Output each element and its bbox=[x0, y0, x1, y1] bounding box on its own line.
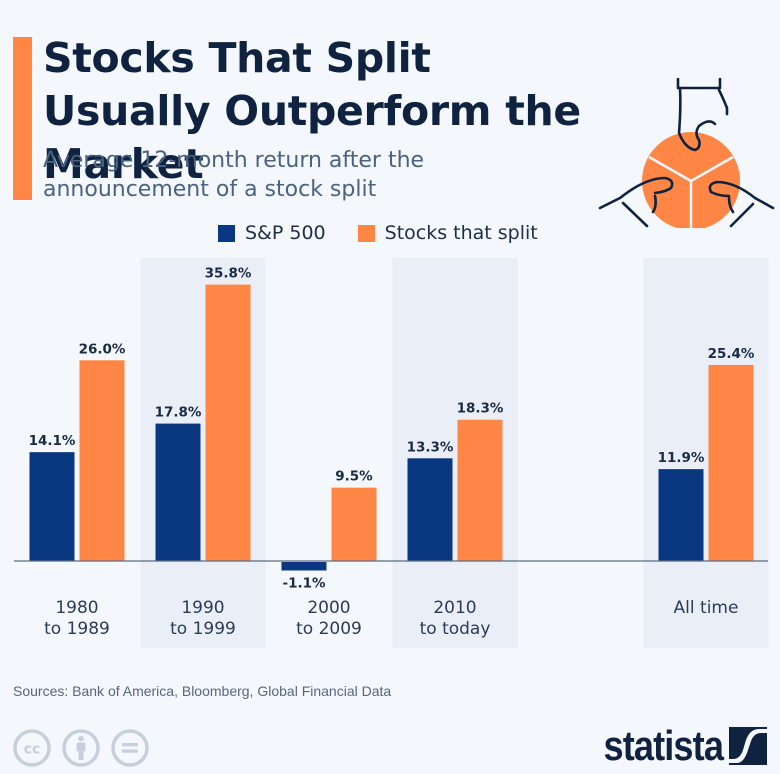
category-label-line: All time bbox=[674, 598, 739, 618]
category-label-line: 2010 bbox=[433, 598, 476, 618]
category-label-line: 1980 bbox=[55, 598, 98, 618]
bar-stocks-that-split-1 bbox=[205, 284, 251, 561]
value-label-stocks-that-split-1: 35.8% bbox=[205, 266, 252, 282]
svg-text:cc: cc bbox=[24, 742, 41, 758]
category-label-line: to 1999 bbox=[170, 619, 236, 639]
bar-stocks-that-split-2 bbox=[331, 487, 377, 561]
category-label-line: 1990 bbox=[181, 598, 224, 618]
hands-pie-chart-icon bbox=[598, 78, 775, 228]
statista-logo-icon bbox=[729, 727, 767, 765]
title-accent-bar bbox=[13, 37, 32, 200]
value-label-sp500-0: 14.1% bbox=[29, 433, 76, 449]
category-label-3: 2010 to today bbox=[420, 598, 491, 639]
statista-wordmark: statista bbox=[603, 722, 723, 769]
value-label-stocks-that-split-4: 25.4% bbox=[708, 346, 755, 362]
legend-label-stocks-that-split: Stocks that split bbox=[384, 222, 538, 244]
chart-subtitle: Average 12-month return after the announ… bbox=[43, 148, 425, 202]
legend-swatch-stocks-that-split bbox=[357, 224, 375, 242]
bar-chart: 14.1% 26.0% 17.8% 35.8% -1.1% 9.5% 13.3% 18.3% 1… bbox=[14, 258, 769, 648]
category-bands bbox=[140, 258, 769, 648]
category-label-line: to 1989 bbox=[44, 619, 110, 639]
value-label-sp500-4: 11.9% bbox=[658, 450, 705, 466]
category-label-2: 2000 to 2009 bbox=[296, 598, 362, 639]
legend-label-sp500: S&P 500 bbox=[245, 222, 326, 244]
no-derivatives-icon[interactable] bbox=[110, 728, 150, 768]
legend: S&P 500 Stocks that split bbox=[218, 222, 570, 244]
bar-stocks-that-split-0 bbox=[79, 360, 125, 561]
category-label-line: to 2009 bbox=[296, 619, 362, 639]
bar-sp500-3 bbox=[407, 458, 453, 561]
category-label-1: 1990 to 1999 bbox=[170, 598, 236, 639]
legend-item-stocks-that-split: Stocks that split bbox=[357, 222, 538, 244]
bar-sp500-1 bbox=[155, 423, 201, 561]
bar-sp500-0 bbox=[29, 452, 75, 561]
category-label-4: All time bbox=[674, 598, 739, 618]
cc-icon[interactable]: cc bbox=[12, 728, 52, 768]
statista-brand[interactable]: statista bbox=[584, 724, 767, 768]
bar-sp500-2 bbox=[281, 562, 327, 571]
license-icons: cc bbox=[12, 728, 159, 768]
value-label-sp500-2: -1.1% bbox=[282, 575, 326, 591]
source-note: Sources: Bank of America, Bloomberg, Glo… bbox=[13, 683, 392, 699]
bar-value-labels: 14.1% 26.0% 17.8% 35.8% -1.1% 9.5% 13.3% 18.3% 1… bbox=[29, 266, 755, 592]
legend-item-sp500: S&P 500 bbox=[218, 222, 326, 244]
legend-swatch-sp500 bbox=[218, 224, 235, 242]
category-label-line: to today bbox=[420, 619, 491, 639]
value-label-sp500-1: 17.8% bbox=[155, 405, 202, 421]
bars bbox=[29, 284, 754, 571]
value-label-sp500-3: 13.3% bbox=[407, 439, 454, 455]
value-label-stocks-that-split-0: 26.0% bbox=[79, 341, 126, 357]
value-label-stocks-that-split-3: 18.3% bbox=[457, 401, 504, 417]
bar-sp500-4 bbox=[658, 469, 704, 561]
attribution-icon[interactable] bbox=[61, 728, 101, 768]
chart-title: Stocks That Split Usually Outperform the… bbox=[43, 34, 581, 188]
category-label-line: 2000 bbox=[307, 598, 350, 618]
bar-stocks-that-split-3 bbox=[457, 419, 503, 561]
bar-stocks-that-split-4 bbox=[708, 364, 754, 561]
category-label-0: 1980 to 1989 bbox=[44, 598, 110, 639]
value-label-stocks-that-split-2: 9.5% bbox=[335, 469, 373, 485]
